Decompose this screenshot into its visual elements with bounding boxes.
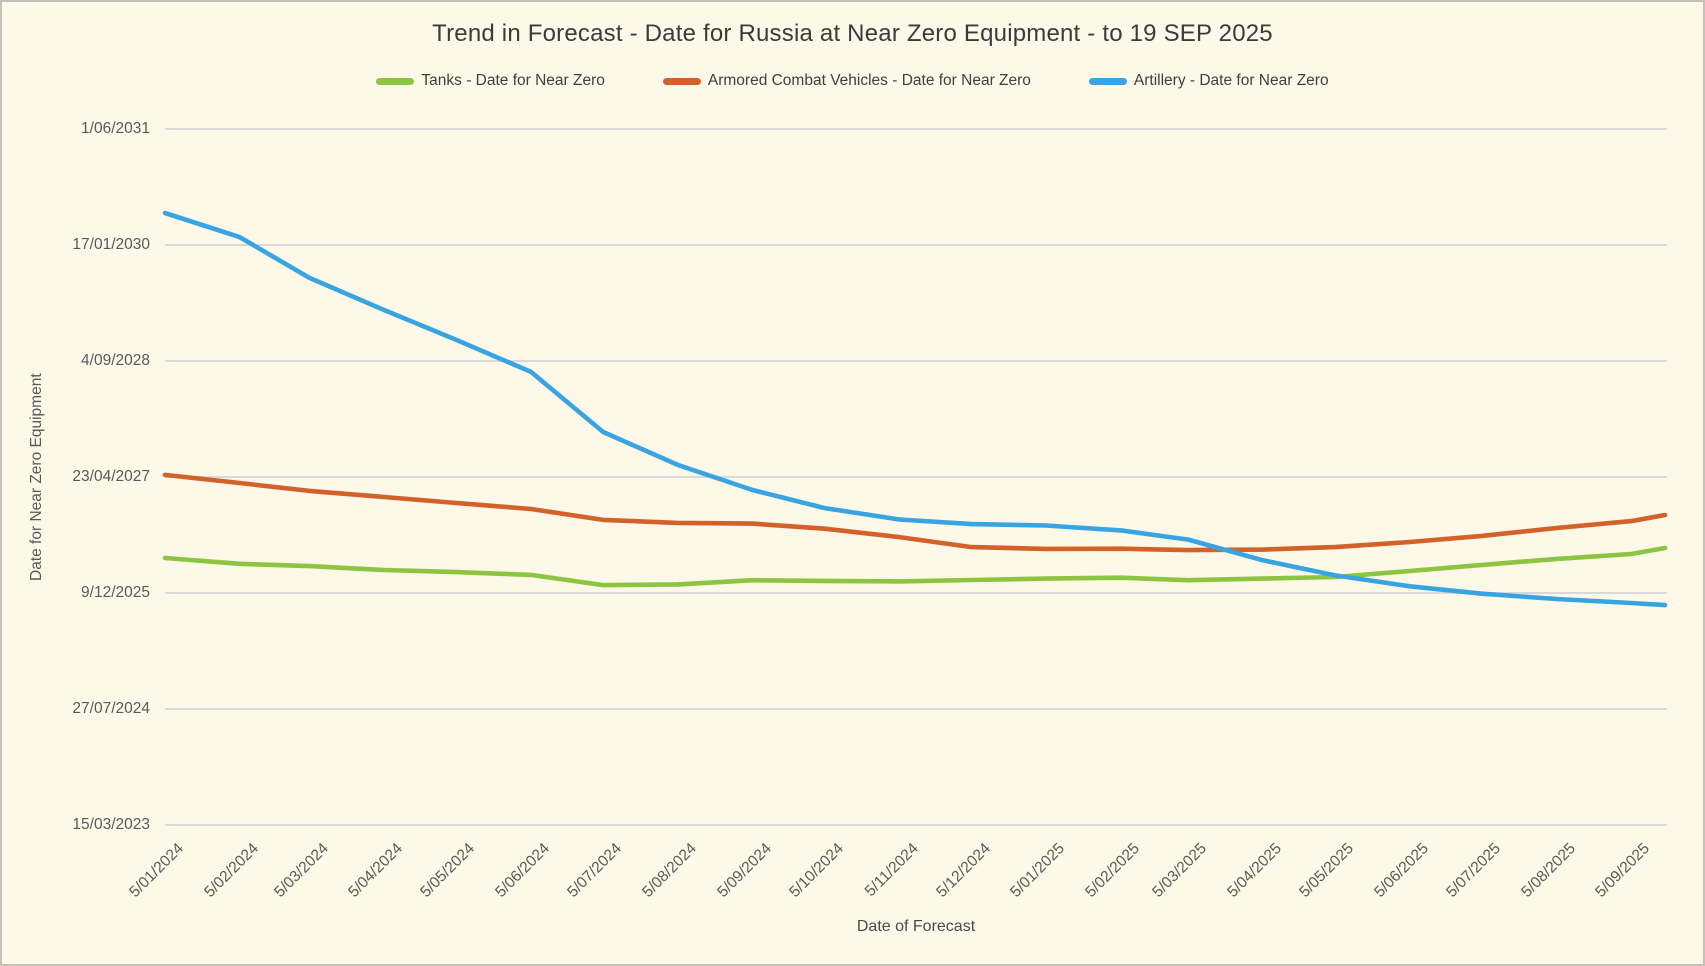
- y-tick-label: 27/07/2024: [72, 700, 150, 717]
- legend-label-artillery: Artillery - Date for Near Zero: [1133, 72, 1329, 89]
- legend-item-tanks: Tanks - Date for Near Zero: [376, 72, 605, 90]
- series-line: [162, 545, 1668, 588]
- armored-combat-vehicles-line-swatch: [662, 77, 701, 85]
- legend-item-artillery: Artillery - Date for Near Zero: [1088, 72, 1329, 90]
- y-tick-label: 1/06/2031: [81, 120, 150, 137]
- legend: Tanks - Date for Near Zero Armored Comba…: [2, 72, 1703, 90]
- y-tick-label: 9/12/2025: [81, 584, 150, 601]
- y-gridline: [165, 476, 1667, 478]
- legend-label-armored-combat-vehicles: Armored Combat Vehicles - Date for Near …: [707, 72, 1031, 89]
- y-gridline: [165, 592, 1667, 594]
- chart-title: Trend in Forecast - Date for Russia at N…: [432, 20, 1273, 47]
- tanks-line-swatch: [376, 77, 415, 85]
- series-line: [162, 210, 1668, 608]
- y-gridline: [165, 244, 1667, 246]
- y-tick-label: 15/03/2023: [72, 816, 150, 833]
- y-tick-label: 4/09/2028: [81, 352, 150, 369]
- series-line: [162, 472, 1668, 553]
- y-gridline: [165, 708, 1667, 710]
- y-tick-label: 17/01/2030: [72, 236, 150, 253]
- artillery-line-swatch: [1088, 77, 1127, 85]
- x-axis-title: Date of Forecast: [856, 918, 976, 935]
- legend-item-armored-combat-vehicles: Armored Combat Vehicles - Date for Near …: [662, 72, 1031, 90]
- legend-label-tanks: Tanks - Date for Near Zero: [421, 72, 605, 89]
- y-tick-label: 23/04/2027: [72, 468, 150, 485]
- y-gridline: [165, 128, 1667, 130]
- y-gridline: [165, 360, 1667, 362]
- y-gridline: [165, 824, 1667, 826]
